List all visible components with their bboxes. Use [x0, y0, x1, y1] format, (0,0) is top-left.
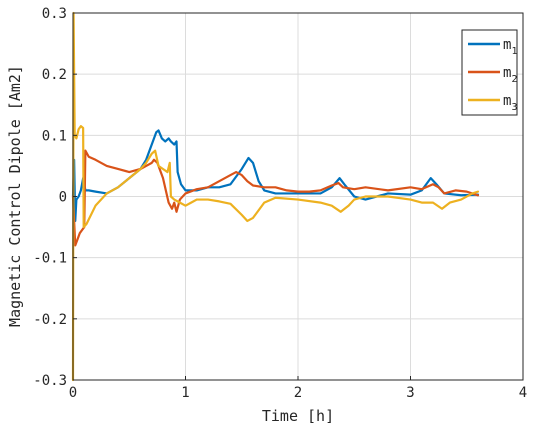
y-axis-label: Magnetic Control Dipole [Am2] — [6, 65, 24, 327]
legend-label-name: m — [503, 65, 511, 81]
y-tick-label: -0.1 — [33, 251, 67, 267]
legend-label-subscript: 3 — [511, 102, 517, 113]
y-tick-label: -0.3 — [33, 373, 67, 389]
legend-label-name: m — [503, 37, 511, 53]
series-line-m2 — [71, 149, 480, 247]
legend-label-subscript: 1 — [511, 46, 517, 57]
y-tick-label: 0.3 — [42, 6, 67, 22]
x-tick-label: 4 — [519, 385, 527, 401]
legend-label-m2: m2 — [503, 65, 517, 85]
x-tick-label: 0 — [69, 385, 77, 401]
legend-label-name: m — [503, 93, 511, 109]
grid — [72, 12, 524, 381]
series-lines — [71, 11, 480, 382]
y-tick-label: 0.1 — [42, 128, 67, 144]
legend-label-m1: m1 — [503, 37, 517, 57]
y-tick-label: 0.2 — [42, 67, 67, 83]
y-tick-label: -0.2 — [33, 312, 67, 328]
x-tick-label: 3 — [406, 385, 414, 401]
x-axis-label: Time [h] — [262, 407, 334, 425]
tick-labels: 0 1 2 3 4 -0.3 -0.2 -0.1 0 0.1 0.2 0.3 — [33, 6, 527, 401]
legend-label-m3: m3 — [503, 93, 517, 113]
x-tick-label: 2 — [294, 385, 302, 401]
legend-label-subscript: 2 — [511, 74, 517, 85]
series-line-m3 — [71, 11, 480, 382]
y-tick-label: 0 — [59, 190, 67, 206]
x-tick-label: 1 — [181, 385, 189, 401]
